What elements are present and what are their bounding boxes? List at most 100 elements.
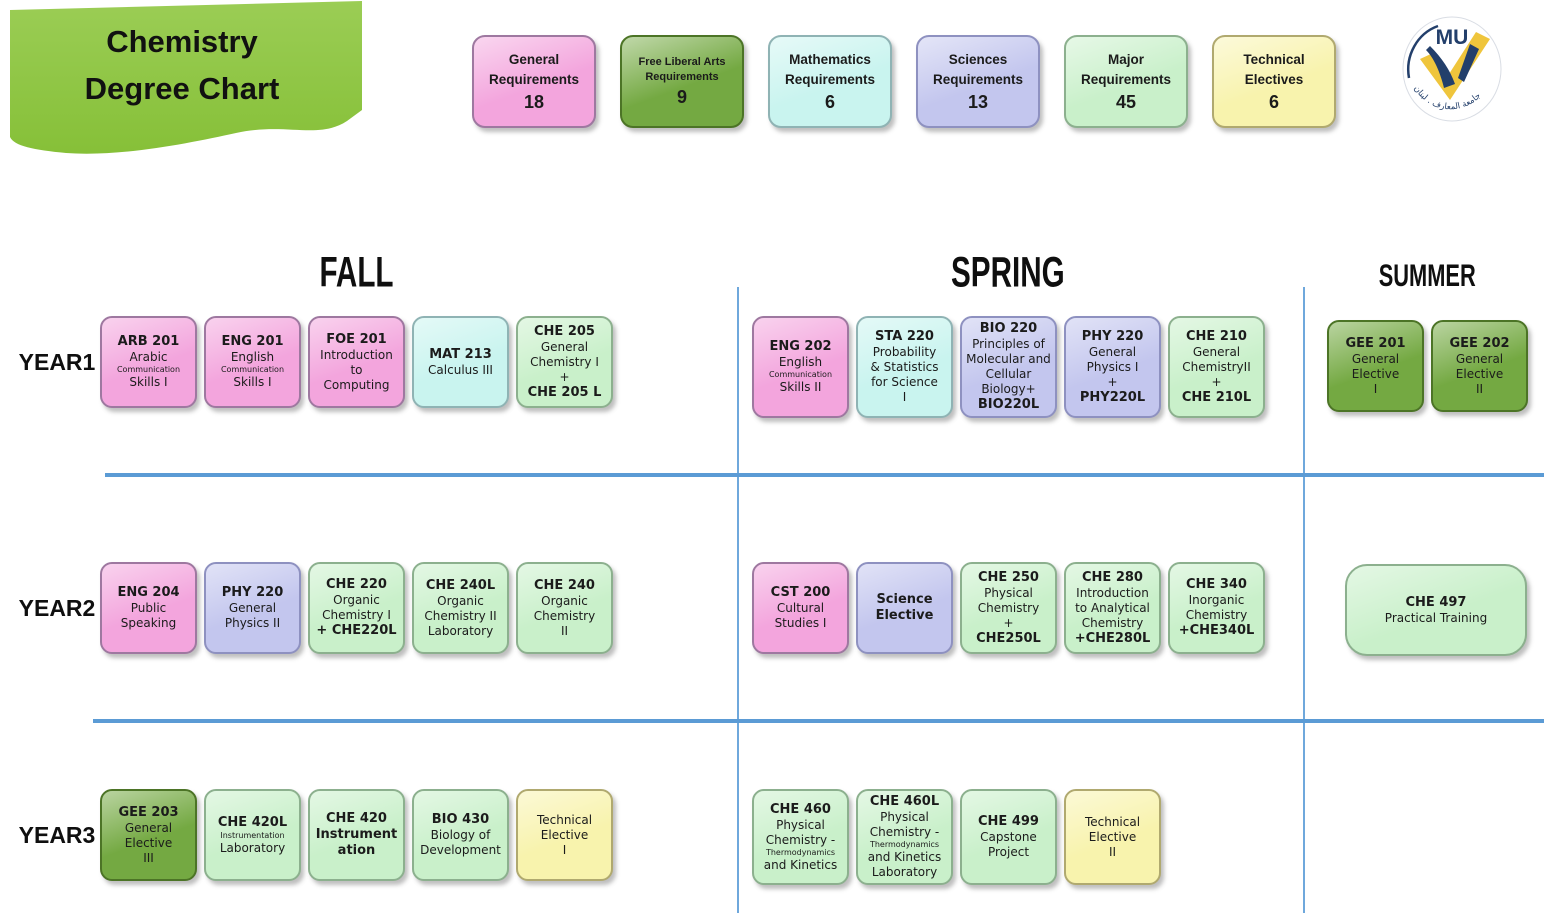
course-text-line: Chemistry <box>533 608 596 623</box>
course-text-line: Speaking <box>120 616 177 630</box>
course-text-line: Organic <box>541 593 588 608</box>
logo-mu-text: MU <box>1436 26 1469 49</box>
course-che-420l: CHE 420L Instrumentation Laboratory <box>204 789 301 881</box>
course-text-line: STA 220 <box>875 329 934 344</box>
course-science-elective: Science Elective <box>856 562 953 654</box>
course-text-line: Chemistry <box>1081 615 1144 630</box>
course-che-460l: CHE 460L Physical Chemistry - Thermodynamic… <box>856 789 953 885</box>
legend-box-major: Major Requirements 45 <box>1064 35 1188 128</box>
column-header-fall: FALL <box>318 249 394 297</box>
legend-title: General <box>508 51 560 67</box>
legend-title: Major <box>1107 51 1144 67</box>
course-text-line: Technical <box>536 812 593 827</box>
course-text-line: ENG 204 <box>117 585 180 600</box>
course-text-line: Technical <box>1084 814 1141 829</box>
course-text-line: Introduction <box>1076 585 1149 600</box>
course-text-line: CST 200 <box>770 585 831 600</box>
course-text-line: PHY220L <box>1079 389 1146 405</box>
course-text-line: Project <box>987 845 1030 859</box>
year1-spring-courses: ENG 202 English Communication Skills II STA … <box>752 316 1265 418</box>
course-che-420: CHE 420 Instrument ation <box>308 789 405 881</box>
course-text-line: CHE 460L <box>869 794 940 809</box>
course-text-line: CHE 220 <box>326 577 387 592</box>
course-text-line: PHY 220 <box>221 585 284 600</box>
legend-box-free-liberal-arts: Free Liberal Arts Requirements 9 <box>620 35 744 128</box>
course-text-line: Skills I <box>129 375 168 389</box>
course-arb-201: ARB 201 Arabic Communication Skills I <box>100 316 197 408</box>
year3-spring-courses: CHE 460 Physical Chemistry - Thermodynamics… <box>752 789 1161 885</box>
course-text-line: CHE 420 <box>326 811 387 826</box>
course-text-line: Laboratory <box>871 865 938 879</box>
course-text-line: Science <box>876 592 933 607</box>
course-phy-220-2: PHY 220 General Physics II <box>204 562 301 654</box>
course-text-line: English <box>230 350 275 364</box>
course-text-line: FOE 201 <box>326 331 387 347</box>
legend-subtitle: Requirements <box>488 71 580 87</box>
course-text-line: English <box>778 355 823 369</box>
course-che-240l: CHE 240L Organic Chemistry II Laboratory <box>412 562 509 654</box>
legend-title: Technical <box>1243 51 1305 67</box>
legend-credit-count: 18 <box>523 91 545 112</box>
page-title-line2: Degree Chart <box>84 71 280 106</box>
course-text-line: and Kinetics <box>867 850 942 864</box>
year-label-1: YEAR1 <box>18 348 96 375</box>
course-text-line: Elective <box>1351 366 1400 381</box>
course-text-line: GEE 202 <box>1449 335 1510 351</box>
legend-credit-count: 6 <box>1268 91 1279 112</box>
course-text-line: II <box>1108 844 1117 859</box>
course-text-line: CHE 205 <box>534 323 595 339</box>
legend-box-technical: Technical Electives 6 <box>1212 35 1336 128</box>
legend-subtitle: Requirements <box>645 70 719 83</box>
course-che-250: CHE 250 Physical Chemistry + CHE250L <box>960 562 1057 654</box>
course-text-line: & Statistics <box>870 360 939 374</box>
course-bio-220: BIO 220 Principles of Molecular and Cellula… <box>960 316 1057 418</box>
course-text-line: I <box>562 842 567 857</box>
course-text-line: to <box>350 362 363 377</box>
course-gee-202: GEE 202 General Elective II <box>1431 320 1528 412</box>
course-text-line: Skills II <box>779 380 822 394</box>
course-gee-201: GEE 201 General Elective I <box>1327 320 1424 412</box>
course-che-210: CHE 210 General ChemistryII + CHE 210L <box>1168 316 1265 418</box>
course-text-line: General <box>1455 351 1504 366</box>
course-technical-elective-1: Technical Elective I <box>516 789 613 881</box>
course-text-line: Communication <box>220 365 285 374</box>
course-text-line: Laboratory <box>427 623 494 638</box>
course-text-line: CHE 497 <box>1405 594 1467 610</box>
year2-fall-courses: ENG 204 Public Speaking PHY 220 General Physi… <box>100 562 613 654</box>
course-text-line: PHY 220 <box>1081 328 1144 344</box>
course-text-line: Molecular and <box>966 352 1051 366</box>
course-che-280: CHE 280 Introduction to Analytical Chemistr… <box>1064 562 1161 654</box>
course-che-220: CHE 220 Organic Chemistry I + CHE220L <box>308 562 405 654</box>
legend-subtitle: Requirements <box>1080 71 1172 87</box>
course-text-line: + <box>1211 374 1222 389</box>
course-che-499: CHE 499 Capstone Project <box>960 789 1057 885</box>
course-text-line: Probability <box>872 345 937 359</box>
course-text-line: Physical <box>984 585 1033 600</box>
course-text-line: GEE 203 <box>118 804 179 820</box>
column-header-spring: SPRING <box>951 249 1065 297</box>
course-text-line: Communication <box>768 370 833 379</box>
course-text-line: General <box>1192 344 1241 359</box>
course-che-497: CHE 497 Practical Training <box>1345 564 1527 656</box>
course-text-line: Studies I <box>774 616 827 630</box>
course-text-line: Computing <box>323 377 390 392</box>
course-text-line: Organic <box>437 593 484 608</box>
page-title-line1: Chemistry <box>106 24 258 59</box>
legend-title: Mathematics <box>789 51 871 67</box>
legend-subtitle: Requirements <box>932 71 1024 87</box>
course-text-line: ChemistryII <box>1182 359 1251 374</box>
course-bio-430: BIO 430 Biology of Development <box>412 789 509 881</box>
course-text-line: + <box>1107 374 1118 389</box>
course-text-line: General <box>540 339 589 354</box>
legend-credit-count: 13 <box>967 91 989 112</box>
page-title: Chemistry Degree Chart <box>6 18 358 112</box>
legend-credit-count: 45 <box>1115 91 1137 112</box>
course-text-line: Biology+ <box>981 382 1036 396</box>
course-text-line: CHE250L <box>976 630 1041 646</box>
course-text-line: CHE 240L <box>425 577 496 593</box>
column-header-summer: SUMMER <box>1378 258 1476 293</box>
course-text-line: CHE 499 <box>978 814 1039 829</box>
course-text-line: + <box>1003 615 1014 630</box>
course-text-line: Elective <box>1455 366 1504 381</box>
